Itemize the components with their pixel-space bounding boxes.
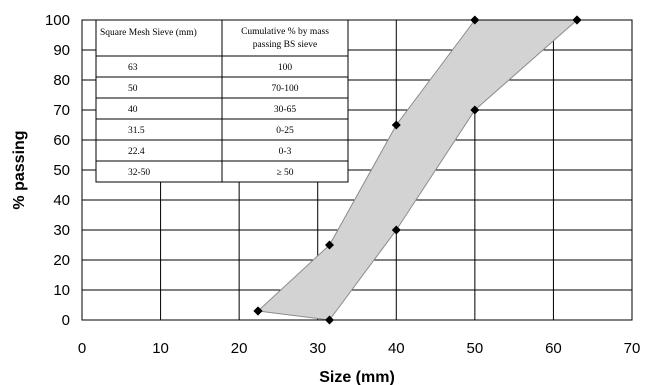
table-cell-passing-1: 70-100 [272,84,299,94]
x-tick-5: 50 [467,340,484,357]
marker-s1-p2 [391,225,401,235]
x-tick-labels: 0 10 20 30 40 50 60 70 [78,340,641,357]
table-cell-sieve-5: 32-50 [128,168,150,178]
table-cell-passing-3: 0-25 [276,126,294,136]
y-tick-labels: 0 10 20 30 40 50 60 70 80 90 100 [45,12,70,329]
marker-s1-p0 [253,306,263,316]
y-axis-label: % passing [11,130,28,209]
table-cell-sieve-2: 40 [128,105,138,115]
y-tick-4: 40 [53,192,70,209]
table-header-passing: Cumulative % by mass passing BS sieve [241,27,329,50]
table-cell-passing-4: 0-3 [279,147,292,157]
table-cell-sieve-0: 63 [128,63,138,73]
marker-s0-p2 [391,120,401,130]
x-tick-3: 30 [309,340,326,357]
sieve-table: Square Mesh Sieve (mm) Cumulative % by ma… [95,19,349,183]
table-cell-passing-2: 30-65 [274,105,296,115]
table-cell-sieve-4: 22.4 [128,147,145,157]
y-tick-6: 60 [53,132,70,149]
y-tick-0: 0 [62,312,70,329]
x-tick-6: 60 [545,340,562,357]
y-tick-1: 10 [53,282,70,299]
y-tick-9: 90 [53,42,70,59]
y-tick-3: 30 [53,222,70,239]
plot-border [81,19,633,321]
table-cell-sieve-1: 50 [128,84,138,94]
x-tick-4: 40 [388,340,405,357]
table-cell-sieve-3: 31.5 [128,126,145,136]
x-tick-0: 0 [78,340,86,357]
y-tick-10: 100 [45,12,70,29]
table-cell-passing-0: 100 [278,63,293,73]
y-tick-7: 70 [53,102,70,119]
y-tick-2: 20 [53,252,70,269]
table-cell-passing-5: ≥ 50 [276,168,293,178]
x-tick-2: 20 [231,340,248,357]
marker-s1-p3 [470,105,480,115]
x-tick-1: 10 [152,340,169,357]
x-axis-label: Size (mm) [319,369,395,385]
table-header-sieve: Square Mesh Sieve (mm) [100,27,197,38]
marker-s0-p1 [325,240,334,250]
y-tick-8: 80 [53,72,70,89]
x-tick-7: 70 [624,340,641,357]
y-tick-5: 50 [53,162,70,179]
